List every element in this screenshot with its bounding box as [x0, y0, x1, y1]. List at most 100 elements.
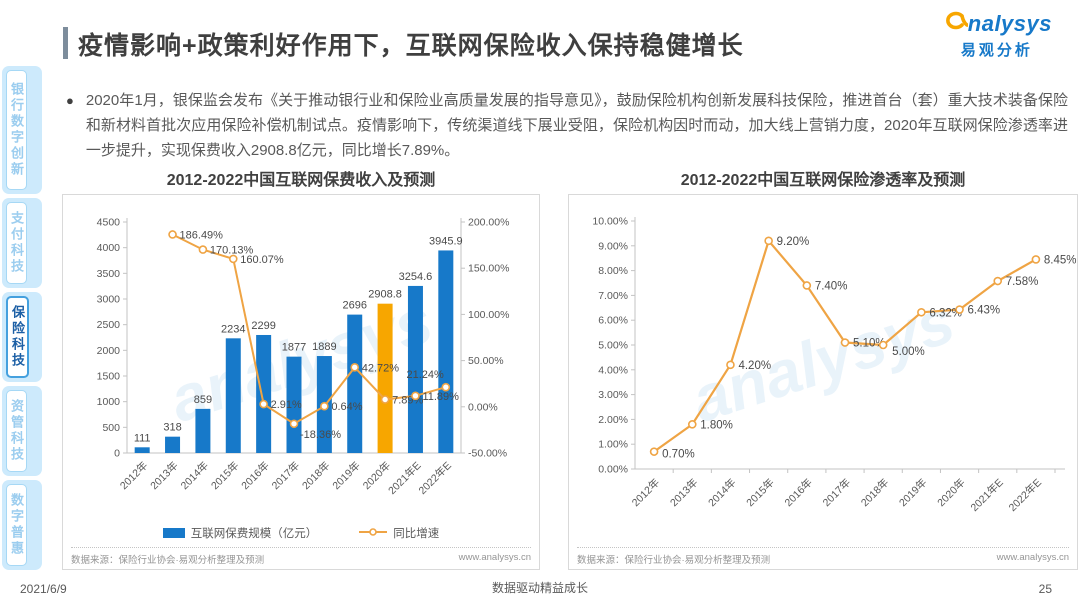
- x-axis-label: 2021年E: [968, 476, 1006, 514]
- left-chart-source-row: 数据来源：保险行业协会·易观分析整理及预测 www.analysys.cn: [71, 547, 531, 566]
- page-title: 疫情影响+政策利好作用下，互联网保险收入保持稳健增长: [78, 32, 744, 60]
- bar-value-label: 2696: [342, 300, 366, 312]
- left-axis-tick-label: 2500: [97, 319, 121, 331]
- y-axis-tick-label: 0.00%: [598, 464, 628, 476]
- point-value-label: 6.43%: [968, 305, 1001, 317]
- penetration-chart: 0.00% 1.00% 2.00% 3.00% 4.00% 5.00% 6.00% 7.00%…: [592, 216, 1077, 515]
- left-axis-tick-label: 3500: [97, 268, 121, 280]
- point-value-label: 0.70%: [662, 449, 695, 461]
- right-axis-tick-label: -50.00%: [468, 448, 507, 460]
- x-axis-label: 2019年: [330, 459, 363, 492]
- line-series-swatch-icon: [359, 527, 388, 540]
- left-axis-tick-label: 1000: [97, 396, 121, 408]
- sidebar-item-label: 银行数字创新: [6, 70, 27, 190]
- line-value-label: 0.64%: [331, 401, 362, 413]
- x-axis-label: 2015年: [208, 459, 241, 492]
- logo-brand-text: nalysys: [967, 10, 1052, 36]
- y-axis-tick-label: 6.00%: [598, 315, 628, 327]
- y-axis-tick-label: 2.00%: [598, 414, 628, 426]
- bar-value-label: 111: [134, 432, 151, 444]
- key-finding-text: 2020年1月，银保监会发布《关于推动银行业和保险业高质量发展的指导意见》，鼓励…: [85, 92, 1068, 159]
- bar-value-label: 2299: [251, 320, 275, 332]
- sidebar-item-0[interactable]: 银行数字创新: [2, 66, 42, 194]
- line-value-label: -18.36%: [300, 429, 341, 441]
- right-axis-tick-label: 0.00%: [468, 401, 498, 413]
- x-axis-label: 2017年: [820, 476, 853, 509]
- left-axis-tick-label: 0: [114, 448, 120, 460]
- right-axis-tick-label: 100.00%: [468, 309, 509, 321]
- y-axis-tick-label: 7.00%: [598, 290, 628, 302]
- x-axis-label: 2021年E: [385, 459, 423, 497]
- line-point-2015年: [228, 254, 238, 264]
- line-point-2022年E: [1031, 255, 1041, 264]
- legend-bar-label: 互联网保费规模（亿元）: [190, 528, 318, 540]
- premium-income-chart-panel: analysys 0500100015002000250030003500400…: [62, 194, 540, 570]
- title-accent-bar: [63, 27, 68, 59]
- x-axis-label: 2012年: [629, 476, 662, 509]
- y-axis-tick-label: 5.00%: [598, 340, 628, 352]
- bar-value-label: 1889: [312, 341, 336, 353]
- line-point-2015年: [764, 236, 773, 246]
- bar-2019年: [347, 314, 363, 453]
- line-point-2020年: [380, 395, 390, 404]
- x-axis-label: 2019年: [896, 476, 929, 509]
- line-value-label: 11.89%: [422, 391, 459, 403]
- x-axis-label: 2018年: [858, 476, 891, 509]
- left-axis-tick-label: 500: [102, 422, 120, 434]
- point-value-label: 8.45%: [1044, 254, 1077, 266]
- x-axis-label: 2013年: [667, 476, 700, 509]
- legend-line-label: 同比增速: [393, 528, 440, 540]
- y-axis-tick-label: 8.00%: [598, 265, 628, 277]
- sidebar-item-3[interactable]: 资管科技: [2, 386, 42, 476]
- sidebar-item-1[interactable]: 支付科技: [2, 198, 42, 288]
- x-axis-label: 2012年: [117, 459, 150, 492]
- section-sidebar: 银行数字创新支付科技保险科技资管科技 数字普惠: [2, 66, 42, 570]
- sidebar-item-4[interactable]: 数字普惠: [2, 480, 42, 570]
- bar-2020年: [377, 303, 393, 453]
- line-point-2014年: [198, 245, 208, 254]
- point-value-label: 1.80%: [700, 419, 733, 431]
- bar-value-label: 2908.8: [368, 289, 402, 301]
- line-value-label: 160.07%: [240, 254, 284, 266]
- sidebar-item-2[interactable]: 保险科技: [2, 292, 42, 382]
- x-axis-label: 2020年: [935, 476, 968, 509]
- line-point-2016年: [802, 281, 812, 290]
- line-point-2017年: [289, 419, 299, 429]
- line-point-2020年: [955, 305, 964, 314]
- legend-item-line: 同比增速: [359, 525, 439, 541]
- sidebar-item-label: 保险科技: [6, 296, 29, 378]
- x-axis-label: 2014年: [178, 459, 211, 492]
- line-point-2019年: [917, 307, 926, 317]
- premium-income-chart: 0 500 1000 1500 2000 2500 3000 3500 4000 4500 -50.…: [97, 217, 510, 498]
- y-axis-tick-label: 1.00%: [598, 439, 628, 451]
- line-point-2022年E: [441, 382, 451, 392]
- bar-2013年: [165, 436, 181, 453]
- footer-page-number: 25: [1038, 582, 1052, 596]
- analysys-logo: nalysys 易观分析: [942, 8, 1052, 60]
- y-axis-tick-label: 3.00%: [598, 389, 628, 401]
- bar-2016年: [256, 334, 272, 453]
- bar-value-label: 318: [163, 422, 181, 434]
- x-axis-label: 2018年: [299, 459, 332, 492]
- x-axis-label: 2016年: [782, 476, 815, 509]
- line-point-2021年E: [411, 391, 420, 401]
- left-axis-tick-label: 3000: [97, 294, 121, 306]
- bar-value-label: 3254.6: [399, 271, 433, 283]
- growth-line: [172, 233, 447, 425]
- line-point-2019年: [350, 363, 360, 372]
- legend-item-bars: 互联网保费规模（亿元）: [162, 525, 318, 541]
- left-chart-source: 数据来源：保险行业协会·易观分析整理及预测: [71, 555, 265, 566]
- right-chart-source: 数据来源：保险行业协会·易观分析整理及预测: [577, 555, 771, 566]
- point-value-label: 6.32%: [929, 307, 962, 319]
- key-finding-bullet: ● 2020年1月，银保监会发布《关于推动银行业和保险业高质量发展的指导意见》，…: [66, 88, 1068, 163]
- penetration-chart-panel: analysys 0.00% 1.00% 2.00% 3.00% 4.00% 5.00% 6…: [568, 194, 1078, 570]
- footer-slogan: 数据驱动精益成长: [491, 581, 588, 595]
- line-point-2013年: [687, 420, 697, 429]
- bar-series-swatch-icon: [162, 528, 185, 538]
- point-value-label: 7.40%: [815, 280, 848, 292]
- x-axis-label: 2014年: [705, 476, 738, 509]
- point-value-label: 7.58%: [1006, 276, 1039, 288]
- line-point-2017年: [840, 338, 850, 347]
- left-axis-tick-label: 4500: [97, 217, 121, 229]
